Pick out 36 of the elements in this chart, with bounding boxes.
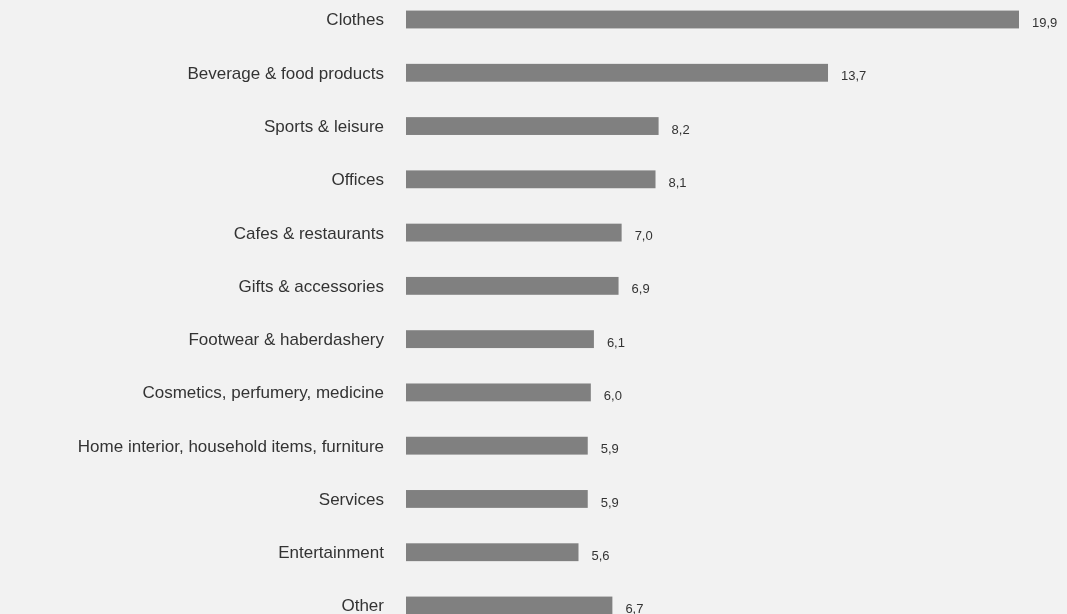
data-label: 5,6 (591, 547, 610, 563)
bar (406, 117, 659, 135)
bar (406, 490, 588, 508)
y-tick-label: Services (318, 489, 384, 509)
y-tick-label: Footwear & haberdashery (188, 330, 385, 350)
bar (406, 330, 594, 349)
data-label: 8,1 (668, 174, 687, 190)
data-label: 6,7 (625, 601, 644, 614)
data-label: 6,1 (606, 334, 625, 350)
y-tick-label: Other (341, 596, 385, 614)
data-label: 7,0 (634, 228, 653, 244)
bar (406, 63, 829, 82)
y-tick-label: Cosmetics, perfumery, medicine (142, 383, 384, 403)
bar (406, 170, 656, 189)
y-tick-label: Home interior, household items, furniture (77, 436, 384, 456)
data-label: 6,0 (603, 387, 622, 403)
data-label: 8,2 (671, 121, 690, 137)
bar (406, 223, 622, 242)
y-tick-label: Gifts & accessories (238, 276, 384, 296)
data-label: 19,9 (1032, 15, 1058, 31)
data-label: 5,9 (600, 441, 619, 457)
bar (406, 10, 1019, 29)
y-tick-label: Beverage & food products (187, 63, 384, 83)
data-label: 13,7 (841, 68, 867, 84)
bar (406, 276, 619, 295)
data-label: 5,9 (600, 494, 619, 510)
y-tick-label: Cafes & restaurants (233, 223, 384, 243)
y-tick-label: Sports & leisure (264, 117, 384, 136)
bar (406, 383, 591, 402)
bar (406, 543, 579, 562)
y-tick-label: Clothes (326, 10, 384, 30)
y-tick-label: Entertainment (278, 543, 385, 563)
bar (406, 436, 588, 455)
data-label: 6,9 (631, 281, 650, 297)
bar (406, 596, 613, 614)
y-tick-label: Offices (331, 170, 384, 190)
